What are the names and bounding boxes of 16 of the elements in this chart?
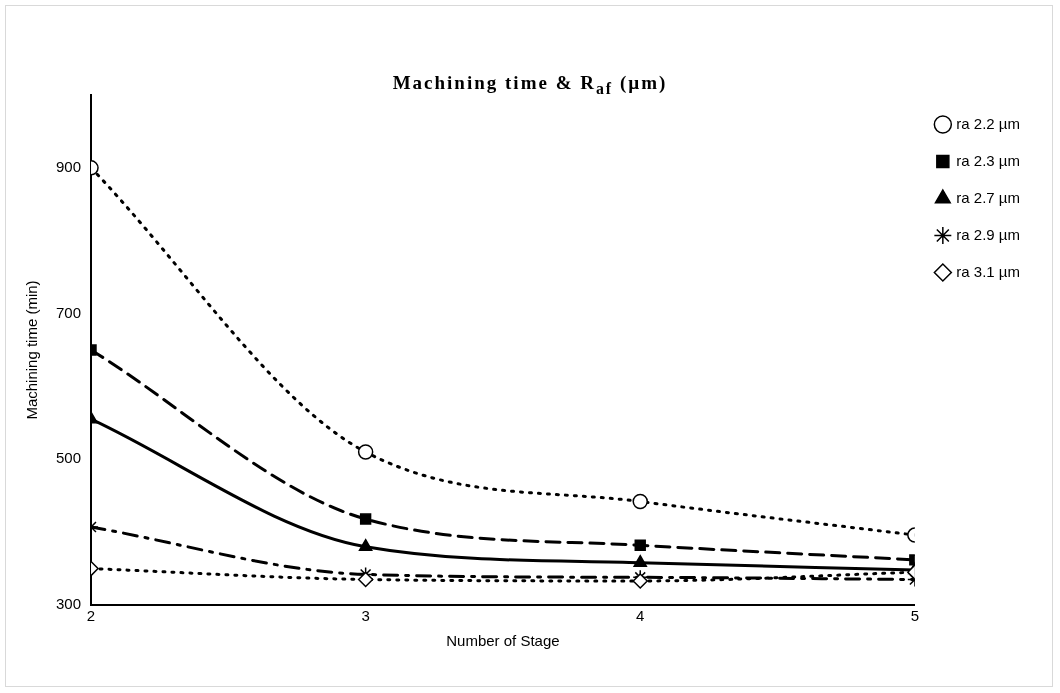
legend-label: ra 2.2 µm bbox=[956, 114, 1021, 132]
legend-label: ra 2.3 µm bbox=[956, 151, 1021, 169]
x-tick-label: 2 bbox=[86, 607, 96, 625]
x-tick-label: 3 bbox=[361, 607, 370, 625]
chart-title: Machining time & R$_{af}$ (µm) bbox=[391, 72, 669, 98]
x-tick-label: 4 bbox=[636, 607, 645, 625]
y-tick-label: 300 bbox=[56, 595, 82, 613]
y-tick-label: 500 bbox=[56, 449, 82, 467]
legend-label: ra 2.9 µm bbox=[956, 225, 1021, 243]
x-tick-label: 5 bbox=[910, 607, 920, 625]
y-tick-label: 900 bbox=[56, 158, 82, 175]
y-tick-label: 700 bbox=[56, 303, 82, 321]
x-axis-title: Number of Stage bbox=[446, 632, 560, 650]
legend-label: ra 3.1 µm bbox=[956, 262, 1021, 280]
y-axis-title: Machining time (min) bbox=[23, 280, 41, 420]
legend-label: ra 2.7 µm bbox=[956, 188, 1021, 206]
